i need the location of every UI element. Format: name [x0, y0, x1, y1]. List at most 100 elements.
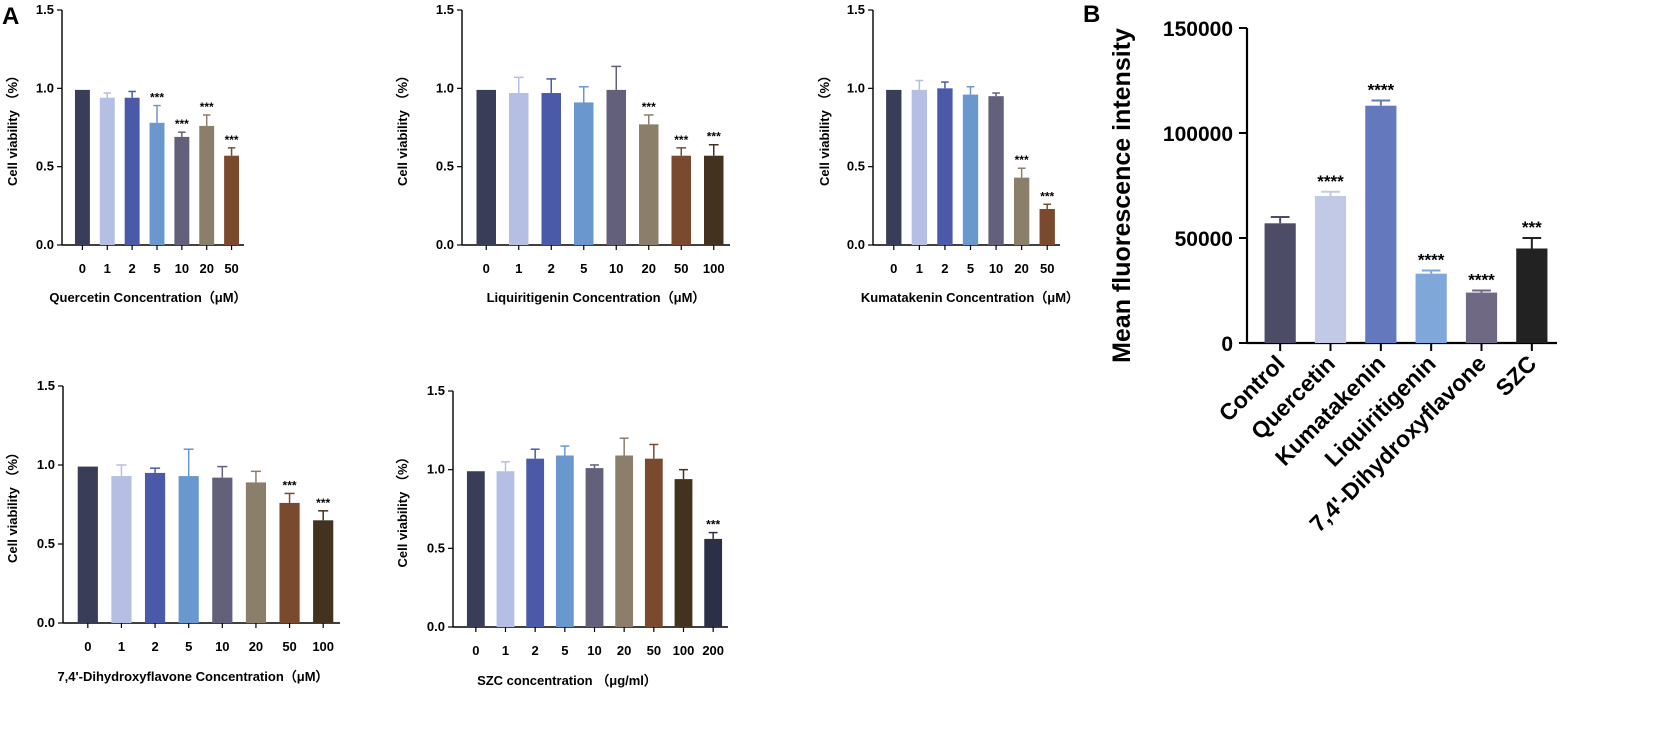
significance-label: *** [1040, 189, 1054, 203]
y-axis-label: Mean fluorescence intensity [1108, 28, 1136, 363]
bar-50 [279, 502, 300, 623]
bar-50 [224, 155, 240, 245]
bar-5 [574, 102, 594, 245]
bar-1 [509, 93, 529, 246]
x-tick-label: 50 [224, 261, 238, 276]
bar-5 [149, 122, 165, 245]
y-tick-label: 1.5 [847, 2, 865, 17]
bar-0 [77, 466, 98, 623]
y-tick-label: 0.0 [436, 237, 454, 252]
x-axis-label: 7,4'-Dihydroxyflavone Concentration（μM） [57, 669, 328, 684]
significance-label: *** [150, 91, 164, 105]
x-tick-label: 0 [84, 639, 91, 654]
bar-100 [313, 520, 334, 623]
bar-50 [644, 458, 663, 627]
significance-label: *** [200, 100, 214, 114]
bar-0 [74, 89, 90, 246]
bar-Kumatakenin [1365, 105, 1397, 343]
kumatakenin-viability-chart: 0.0 0.5 1.0 1.5 0 1 2 5 10 *** 20 *** 50 Kumatakenin … [817, 2, 1079, 305]
significance-label: *** [706, 518, 720, 532]
x-tick-label: 0 [890, 261, 897, 276]
y-tick-label: 50000 [1175, 228, 1233, 251]
y-axis-label: Cell viability （%） [395, 69, 410, 186]
y-tick-label: 100000 [1163, 123, 1233, 146]
significance-label: *** [316, 496, 330, 510]
bar-1 [99, 97, 115, 245]
bar-20 [639, 124, 659, 245]
bar-2 [526, 458, 545, 627]
y-tick-label: 1.5 [37, 378, 55, 393]
x-axis-label: Kumatakenin Concentration（μM） [861, 290, 1079, 305]
x-tick-label: 0 [79, 261, 86, 276]
x-tick-label: 5 [580, 261, 587, 276]
bar-1 [111, 476, 132, 623]
x-tick-label: 100 [312, 639, 334, 654]
fluorescence-intensity-chart: 050000100000150000Control****Quercetin**… [1108, 18, 1557, 537]
bar-20 [615, 455, 634, 627]
bar-50 [1039, 208, 1055, 245]
x-axis-label: Quercetin Concentration（μM） [49, 290, 246, 305]
y-tick-label: 0.0 [36, 237, 54, 252]
bar-100 [704, 155, 724, 245]
x-tick-label: 2 [941, 261, 948, 276]
y-tick-label: 0.0 [37, 615, 55, 630]
significance-label: **** [1317, 172, 1344, 191]
x-tick-label: 50 [1040, 261, 1054, 276]
bar-10 [988, 96, 1004, 246]
significance-label: *** [1522, 218, 1542, 237]
bar-SZC [1516, 248, 1548, 343]
x-tick-label: 10 [989, 261, 1003, 276]
bar-10 [174, 136, 190, 245]
y-tick-label: 0 [1221, 333, 1233, 356]
bar-10 [212, 477, 233, 623]
x-tick-label: 20 [642, 261, 656, 276]
y-tick-label: 0.0 [847, 237, 865, 252]
significance-label: *** [642, 100, 656, 114]
y-tick-label: 1.5 [436, 2, 454, 17]
y-tick-label: 0.5 [36, 159, 54, 174]
bar-0 [886, 89, 902, 246]
y-tick-label: 0.0 [427, 619, 445, 634]
panel-b-label: B [1083, 1, 1100, 28]
x-tick-label: 20 [617, 643, 631, 658]
x-tick-label: 100 [673, 643, 695, 658]
y-axis-label: Cell viability （%） [5, 446, 20, 563]
bar-1 [496, 471, 515, 627]
bar-5 [178, 476, 199, 623]
quercetin-viability-chart: 0.0 0.5 1.0 1.5 0 1 2 *** 5 *** 10 *** 20 *** 50 Querce… [5, 2, 247, 305]
x-tick-label: 2 [151, 639, 158, 654]
y-tick-label: 1.0 [427, 462, 445, 477]
x-tick-label: 5 [153, 261, 160, 276]
x-tick-label: 20 [249, 639, 263, 654]
bar-1 [911, 89, 928, 246]
liquiritigenin-viability-chart: 0.0 0.5 1.0 1.5 0 1 2 5 10 *** 20 *** 50 *** 100 Liquir… [395, 2, 730, 305]
bar-10 [606, 89, 626, 246]
szc-viability-chart: 0.0 0.5 1.0 1.5 0 1 2 5 10 20 50 100 *** 200 SZC conce… [395, 383, 728, 688]
bar-5 [555, 455, 574, 627]
significance-label: **** [1368, 80, 1395, 99]
y-tick-label: 0.5 [427, 540, 445, 555]
x-tick-label: 20 [1014, 261, 1028, 276]
y-axis-label: Cell viability （%） [5, 69, 20, 186]
significance-label: *** [1015, 153, 1029, 167]
bar-100 [674, 479, 693, 627]
y-tick-label: 1.0 [37, 457, 55, 472]
x-tick-label: 10 [587, 643, 601, 658]
y-tick-label: 150000 [1163, 18, 1233, 41]
y-axis-label: Cell viability （%） [817, 69, 832, 186]
x-tick-label: 0 [472, 643, 479, 658]
bar-20 [245, 482, 267, 623]
bar-2 [937, 88, 953, 245]
significance-label: *** [674, 133, 688, 147]
bar-50 [671, 155, 691, 245]
bar-20 [199, 125, 215, 245]
bar-Liquiritigenin [1415, 273, 1447, 343]
x-tick-label: 20 [199, 261, 213, 276]
bar-Control [1264, 223, 1296, 343]
y-tick-label: 1.0 [436, 80, 454, 95]
x-tick-label: 1 [104, 261, 111, 276]
bar-Quercetin [1314, 196, 1347, 343]
bar-2 [124, 97, 140, 245]
x-axis-label: SZC concentration （μg/ml） [477, 673, 657, 688]
x-tick-label: 5 [967, 261, 974, 276]
